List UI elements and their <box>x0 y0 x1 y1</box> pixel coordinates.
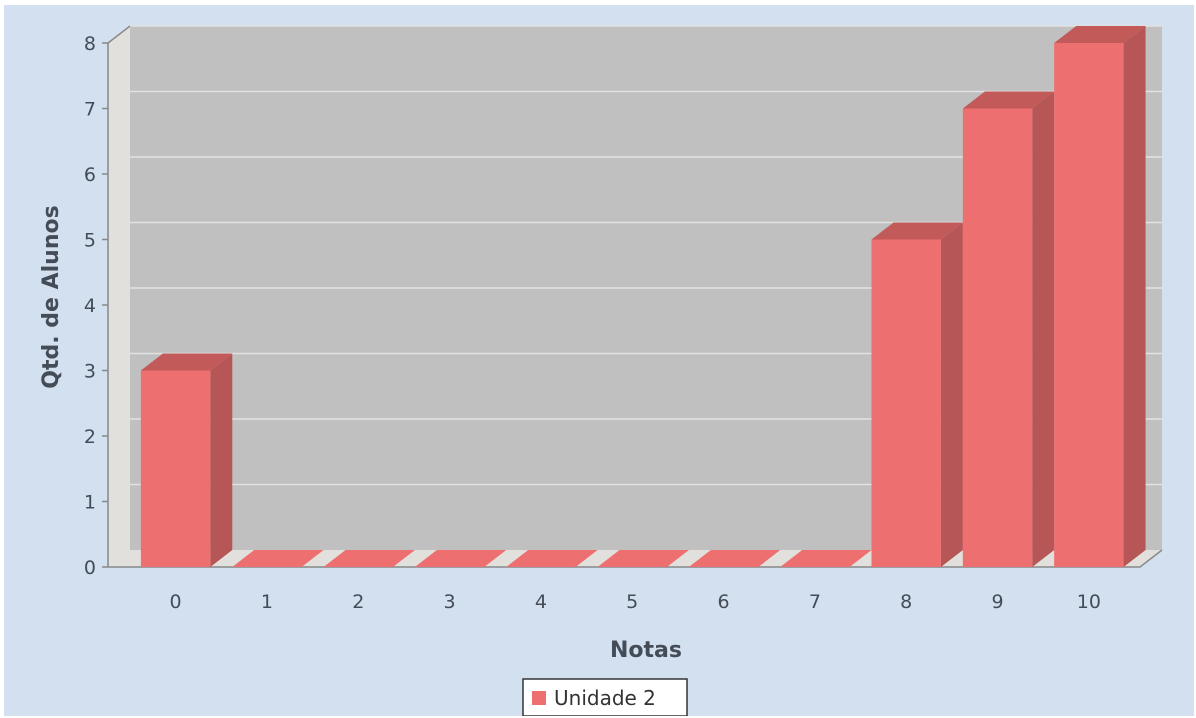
legend: Unidade 2 <box>522 678 688 716</box>
bar <box>871 222 963 567</box>
x-tick-label: 10 <box>1077 591 1101 613</box>
bar-top <box>962 91 1055 109</box>
tick-labels: 0 1 2 3 4 5 6 7 8 0 1 2 3 4 5 6 7 8 9 10 <box>84 33 1101 613</box>
bar-top <box>871 222 963 240</box>
x-tick-label: 8 <box>900 591 912 613</box>
chart-container: 0 1 2 3 4 5 6 7 8 0 1 2 3 4 5 6 7 8 9 10 Notas Qtd. de Alun… <box>4 5 1194 716</box>
x-axis-title: Notas <box>610 638 682 663</box>
bar-top <box>414 550 507 567</box>
y-tick-label: 7 <box>84 99 96 121</box>
y-tick-label: 4 <box>84 295 96 317</box>
x-tick-label: 1 <box>261 591 273 613</box>
y-tick-label: 8 <box>84 33 96 55</box>
bar-top <box>232 550 324 567</box>
y-axis-title: Qtd. de Alunos <box>39 205 64 388</box>
bar-front <box>962 108 1033 567</box>
y-tick-label: 6 <box>84 164 96 186</box>
bar-front <box>1054 43 1124 567</box>
bar <box>1054 26 1146 567</box>
x-tick-label: 9 <box>991 591 1003 613</box>
bar-chart: 0 1 2 3 4 5 6 7 8 0 1 2 3 4 5 6 7 8 9 10 Notas Qtd. de Alun… <box>39 25 1163 716</box>
legend-label: Unidade 2 <box>554 686 656 710</box>
bar-top <box>140 353 233 371</box>
bar-front <box>871 239 941 567</box>
x-tick-label: 6 <box>718 591 730 613</box>
y-axis-line <box>107 25 131 567</box>
bar <box>323 550 415 567</box>
bar <box>506 550 598 567</box>
bar-top <box>323 550 415 567</box>
bar-side <box>940 222 963 567</box>
y-tick-label: 2 <box>84 426 96 448</box>
y-tick-label: 3 <box>84 361 96 383</box>
left-wall <box>108 26 130 567</box>
x-tick-label: 0 <box>170 591 182 613</box>
legend-swatch <box>532 691 546 705</box>
bar <box>688 550 781 567</box>
bar <box>597 550 689 567</box>
bar <box>232 550 324 567</box>
bar <box>780 550 872 567</box>
bars <box>140 26 1146 567</box>
bar-side <box>210 353 233 567</box>
bar-top <box>1054 26 1146 43</box>
bar-top <box>597 550 689 567</box>
bar <box>140 353 233 567</box>
x-tick-label: 2 <box>352 591 364 613</box>
legend-box <box>522 678 688 716</box>
bar <box>414 550 507 567</box>
x-tick-label: 7 <box>809 591 821 613</box>
bar-side <box>1123 26 1146 567</box>
x-tick-label: 3 <box>444 591 456 613</box>
bar-top <box>688 550 781 567</box>
bar-front <box>140 370 211 567</box>
x-tick-label: 5 <box>626 591 638 613</box>
bar-top <box>780 550 872 567</box>
bar <box>962 91 1055 567</box>
y-tick-label: 5 <box>84 230 96 252</box>
x-tick-label: 4 <box>535 591 547 613</box>
y-tick-label: 0 <box>84 557 96 579</box>
y-tick-label: 1 <box>84 492 96 514</box>
bar-side <box>1032 91 1055 567</box>
bar-top <box>506 550 598 567</box>
